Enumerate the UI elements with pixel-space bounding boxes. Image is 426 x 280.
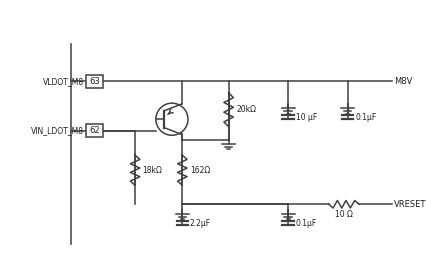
- Text: VLDOT_M8: VLDOT_M8: [43, 77, 84, 86]
- Text: 20kΩ: 20kΩ: [236, 105, 256, 114]
- Text: M8V: M8V: [393, 77, 412, 86]
- Text: VIN_LDOT_M8: VIN_LDOT_M8: [31, 126, 84, 135]
- Text: 63: 63: [89, 77, 100, 86]
- Text: 2.2µF: 2.2µF: [190, 219, 210, 228]
- Text: 18kΩ: 18kΩ: [142, 166, 162, 175]
- Text: 0.1µF: 0.1µF: [295, 219, 316, 228]
- Text: 10 µF: 10 µF: [295, 113, 316, 122]
- Bar: [86, 124, 103, 137]
- Bar: [86, 75, 103, 88]
- Text: 10 Ω: 10 Ω: [334, 210, 352, 219]
- Text: VRESET: VRESET: [393, 200, 425, 209]
- Text: 0.1µF: 0.1µF: [354, 113, 376, 122]
- Text: 62: 62: [89, 126, 100, 135]
- Text: 162Ω: 162Ω: [190, 166, 210, 175]
